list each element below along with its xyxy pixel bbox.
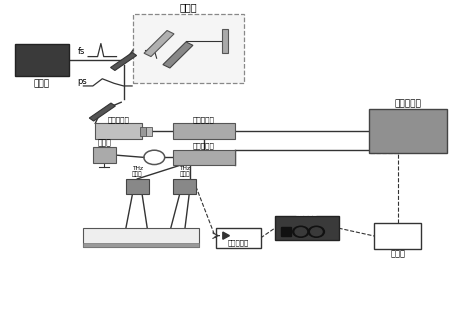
Bar: [173, 150, 235, 165]
Bar: [146, 127, 152, 136]
Text: 电流放大器: 电流放大器: [228, 240, 248, 246]
Circle shape: [309, 226, 324, 237]
Text: ps: ps: [78, 76, 88, 86]
Text: fs: fs: [78, 47, 85, 56]
Text: 控制器: 控制器: [390, 249, 405, 258]
Bar: [133, 14, 244, 83]
Bar: [83, 228, 199, 247]
Text: 锁相放大器: 锁相放大器: [295, 208, 318, 215]
Polygon shape: [110, 52, 137, 71]
Bar: [275, 216, 338, 240]
Bar: [374, 223, 421, 249]
Bar: [126, 179, 149, 194]
Bar: [95, 123, 143, 139]
Polygon shape: [163, 42, 193, 68]
Text: 光纤分路器: 光纤分路器: [193, 116, 215, 123]
Text: 功率计: 功率计: [97, 138, 111, 148]
Polygon shape: [223, 232, 229, 239]
Text: 光纤延迟线: 光纤延迟线: [395, 99, 421, 108]
Text: THz
探测器: THz 探测器: [179, 166, 190, 177]
Polygon shape: [89, 103, 115, 121]
Circle shape: [295, 228, 307, 236]
Bar: [173, 123, 235, 139]
Text: 光纤耦合器: 光纤耦合器: [108, 116, 130, 123]
Bar: [369, 109, 447, 153]
Bar: [216, 228, 261, 248]
Bar: [173, 179, 196, 194]
Bar: [281, 227, 292, 236]
Text: 激光器: 激光器: [34, 80, 50, 89]
Bar: [93, 147, 116, 163]
Bar: [15, 44, 69, 76]
Bar: [83, 243, 199, 247]
Text: 光纤分路器: 光纤分路器: [193, 142, 215, 149]
Text: 光栅对: 光栅对: [180, 2, 197, 12]
Circle shape: [293, 226, 309, 237]
Text: THz
辐射源: THz 辐射源: [132, 166, 143, 177]
Circle shape: [311, 228, 322, 236]
Bar: [140, 127, 146, 136]
Bar: [222, 29, 228, 53]
Polygon shape: [144, 31, 174, 57]
